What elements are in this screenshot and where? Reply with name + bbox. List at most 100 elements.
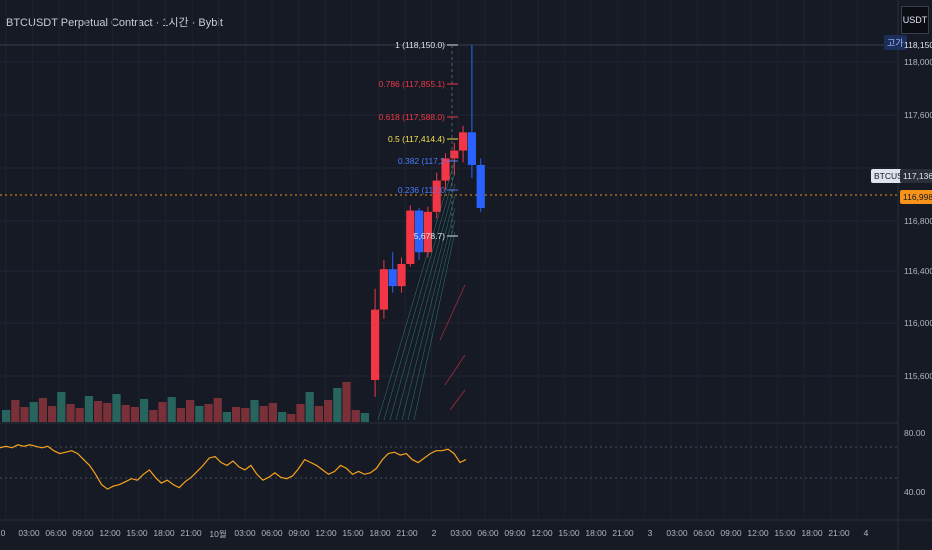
volume-bar bbox=[360, 413, 369, 422]
fan-line bbox=[383, 171, 456, 421]
fib-level-label: 0.618 (117,588.0) bbox=[378, 112, 445, 122]
time-axis-label: 15:00 bbox=[342, 528, 364, 538]
volume-bar bbox=[314, 406, 323, 422]
price-label: 117,600.0 bbox=[904, 110, 932, 120]
fan-line bbox=[444, 354, 466, 386]
volume-bar bbox=[20, 407, 29, 422]
candle-body bbox=[423, 211, 432, 253]
candle-body bbox=[441, 158, 450, 181]
volume-bar bbox=[149, 410, 158, 422]
volume-bar bbox=[57, 392, 66, 422]
volume-bar bbox=[84, 396, 93, 422]
fan-line bbox=[413, 231, 456, 421]
time-axis-label: 3 bbox=[647, 528, 653, 538]
volume-bar bbox=[232, 407, 241, 422]
volume-bar bbox=[158, 402, 167, 422]
rsi-level-label: 40.00 bbox=[904, 487, 926, 497]
volume-bar bbox=[2, 410, 11, 422]
volume-bar bbox=[250, 400, 259, 422]
candle-body bbox=[450, 150, 459, 159]
high-badge: 고가 bbox=[884, 35, 907, 50]
volume-bar bbox=[222, 412, 231, 422]
time-axis-label: 03:00 bbox=[666, 528, 688, 538]
fib-level-label: 0.786 (117,855.1) bbox=[378, 79, 445, 89]
candle-body bbox=[415, 210, 424, 253]
price-label: 116,800.0 bbox=[904, 216, 932, 226]
time-axis-label: 21:00 bbox=[612, 528, 634, 538]
volume-bar bbox=[213, 398, 222, 422]
time-axis-label: 15:00 bbox=[774, 528, 796, 538]
volume-bar bbox=[48, 406, 57, 422]
volume-bar bbox=[287, 414, 296, 422]
time-axis-label: 21:00 bbox=[828, 528, 850, 538]
fan-line bbox=[449, 389, 466, 411]
fan-line bbox=[395, 195, 456, 421]
time-axis-label: 06:00 bbox=[261, 528, 283, 538]
time-axis-label: 12:00 bbox=[747, 528, 769, 538]
time-axis-label: 18:00 bbox=[585, 528, 607, 538]
candle-body bbox=[432, 180, 441, 212]
candle-body bbox=[388, 269, 397, 287]
fib-level-label: 0.236 (117,0 bbox=[397, 185, 445, 195]
price-label: 115,600.0 bbox=[904, 371, 932, 381]
time-axis-label: 03:00 bbox=[18, 528, 40, 538]
volume-bar bbox=[94, 401, 103, 422]
time-axis-label: 09:00 bbox=[720, 528, 742, 538]
candle-body bbox=[476, 164, 485, 208]
volume-bar bbox=[140, 399, 149, 422]
volume-bar bbox=[11, 400, 20, 422]
time-axis-label: 06:00 bbox=[477, 528, 499, 538]
rsi-level-label: 80.00 bbox=[904, 428, 926, 438]
fan-line bbox=[401, 207, 456, 421]
volume-bar bbox=[259, 406, 268, 422]
volume-bar bbox=[112, 394, 121, 422]
volume-bar bbox=[268, 403, 277, 422]
volume-bar bbox=[278, 412, 287, 422]
volume-bar bbox=[324, 400, 333, 422]
candle-body bbox=[459, 132, 468, 151]
fib-level-label: 1 (118,150.0) bbox=[395, 40, 445, 50]
fan-line bbox=[407, 219, 456, 421]
volume-bar bbox=[38, 398, 47, 422]
current-price-tag: 116,998.0 bbox=[900, 190, 932, 204]
time-axis-label: 18:00 bbox=[369, 528, 391, 538]
time-axis-label: 21:00 bbox=[180, 528, 202, 538]
time-axis-label: 10월 bbox=[209, 529, 227, 539]
volume-bar bbox=[167, 397, 176, 422]
time-axis-label: 09:00 bbox=[288, 528, 310, 538]
time-axis-label: 06:00 bbox=[693, 528, 715, 538]
candle-body bbox=[379, 269, 388, 310]
price-axis[interactable] bbox=[898, 0, 932, 520]
volume-bar bbox=[130, 407, 139, 422]
last-price-tag: 117,136.0 bbox=[900, 169, 932, 183]
volume-bar bbox=[342, 382, 351, 422]
currency-button[interactable]: USDT bbox=[901, 6, 929, 34]
fib-level-label: 5,678.7) bbox=[413, 231, 445, 241]
time-axis-label: 09:00 bbox=[72, 528, 94, 538]
volume-bar bbox=[204, 404, 213, 422]
time-axis-label: 4 bbox=[863, 528, 869, 538]
volume-bar bbox=[333, 388, 342, 422]
candle-body bbox=[371, 309, 380, 380]
volume-bar bbox=[29, 402, 38, 422]
volume-bar bbox=[241, 408, 250, 422]
fan-line bbox=[377, 159, 456, 421]
price-label: 116,400.0 bbox=[904, 266, 932, 276]
volume-bar bbox=[176, 408, 185, 422]
fan-line bbox=[439, 284, 466, 341]
time-axis-label: 12:00 bbox=[315, 528, 337, 538]
candle-body bbox=[406, 210, 415, 264]
time-axis-label: 09:00 bbox=[504, 528, 526, 538]
time-axis-label: 03:00 bbox=[450, 528, 472, 538]
volume-bar bbox=[121, 405, 130, 422]
fib-level-label: 0.5 (117,414.4) bbox=[387, 134, 445, 144]
price-label: 118,000.0 bbox=[904, 57, 932, 67]
candle-body bbox=[467, 132, 476, 165]
volume-bar bbox=[75, 408, 84, 422]
price-label: 116,000.0 bbox=[904, 318, 932, 328]
fan-line bbox=[389, 183, 456, 421]
volume-bar bbox=[195, 406, 204, 422]
candle-body bbox=[397, 263, 406, 287]
